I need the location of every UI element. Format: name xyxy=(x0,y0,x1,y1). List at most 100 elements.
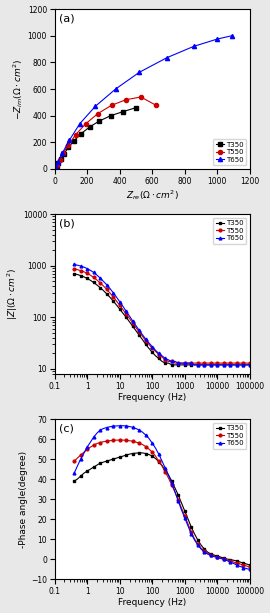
T350 xyxy=(138,449,141,457)
T350 xyxy=(88,123,91,131)
T350 xyxy=(57,159,60,167)
Line: T550: T550 xyxy=(53,95,158,171)
Y-axis label: $|Z|(\Omega\cdot cm^2)$: $|Z|(\Omega\cdot cm^2)$ xyxy=(6,268,20,320)
T550 xyxy=(73,265,76,273)
T650 xyxy=(193,361,196,368)
Line: T350: T350 xyxy=(73,272,251,367)
T350 xyxy=(62,150,66,158)
X-axis label: $Z_{re}(\Omega\cdot cm^2)$: $Z_{re}(\Omega\cdot cm^2)$ xyxy=(126,188,179,202)
T650 xyxy=(105,281,108,289)
T650 xyxy=(138,327,141,334)
T350 xyxy=(134,104,138,112)
T350 xyxy=(138,332,141,339)
T350 xyxy=(109,112,112,120)
T350 xyxy=(232,361,235,368)
T650 xyxy=(61,150,64,157)
T350 xyxy=(232,557,235,564)
T550 xyxy=(92,274,95,281)
Text: (c): (c) xyxy=(59,424,73,434)
T350 xyxy=(53,166,56,173)
T650 xyxy=(248,566,251,573)
T350 xyxy=(105,457,108,465)
Legend: T350, T550, T650: T350, T550, T650 xyxy=(213,422,247,449)
T650 xyxy=(165,54,168,61)
T350 xyxy=(170,361,173,368)
T550 xyxy=(124,96,128,104)
Line: T350: T350 xyxy=(53,105,138,171)
T650 xyxy=(192,43,195,50)
X-axis label: Frequency (Hz): Frequency (Hz) xyxy=(118,394,186,402)
X-axis label: Frequency (Hz): Frequency (Hz) xyxy=(118,598,186,607)
T650 xyxy=(118,422,121,430)
T650 xyxy=(54,163,58,170)
T650 xyxy=(53,166,56,173)
Legend: T350, T550, T650: T350, T550, T650 xyxy=(213,139,247,166)
T350 xyxy=(115,454,118,462)
T650 xyxy=(115,422,118,430)
T550 xyxy=(84,120,87,128)
T650 xyxy=(73,470,76,477)
T550 xyxy=(115,297,118,305)
T650 xyxy=(105,424,108,431)
T650 xyxy=(94,102,97,110)
T550 xyxy=(105,438,108,445)
T350 xyxy=(73,270,76,278)
T550 xyxy=(53,166,56,173)
T350 xyxy=(80,130,83,137)
T350 xyxy=(141,449,144,457)
T350 xyxy=(92,463,95,471)
T650 xyxy=(232,560,235,567)
T350 xyxy=(55,162,58,170)
T350 xyxy=(92,279,95,286)
Line: T650: T650 xyxy=(73,263,251,367)
T550 xyxy=(248,359,251,367)
T550 xyxy=(118,436,121,444)
T650 xyxy=(141,428,144,436)
T550 xyxy=(62,150,65,157)
T650 xyxy=(57,158,60,166)
T350 xyxy=(248,361,251,368)
T550 xyxy=(245,359,248,367)
T550 xyxy=(232,558,235,566)
T650 xyxy=(248,361,251,368)
T550 xyxy=(248,563,251,571)
T350 xyxy=(245,560,248,568)
T650 xyxy=(115,294,118,301)
T350 xyxy=(115,301,118,308)
T350 xyxy=(245,361,248,368)
T550 xyxy=(173,359,177,367)
T350 xyxy=(98,117,101,124)
T550 xyxy=(92,441,95,449)
Line: T550: T550 xyxy=(73,439,251,568)
Line: T650: T650 xyxy=(53,34,234,171)
T550 xyxy=(105,286,108,293)
T350 xyxy=(54,164,57,172)
Text: (a): (a) xyxy=(59,14,74,24)
T550 xyxy=(232,359,235,367)
T550 xyxy=(110,102,113,109)
T650 xyxy=(138,69,141,76)
T650 xyxy=(230,32,234,39)
T550 xyxy=(67,141,70,148)
T550 xyxy=(55,161,59,169)
T550 xyxy=(58,156,61,164)
T550 xyxy=(74,131,77,139)
T350 xyxy=(59,155,62,162)
T650 xyxy=(245,361,248,368)
T550 xyxy=(115,436,118,444)
T550 xyxy=(141,441,144,448)
Y-axis label: $-Z_{im}(\Omega\cdot cm^2)$: $-Z_{im}(\Omega\cdot cm^2)$ xyxy=(11,58,25,120)
T550 xyxy=(96,110,99,117)
T550 xyxy=(245,562,248,569)
Legend: T350, T550, T650: T350, T550, T650 xyxy=(213,218,247,244)
T550 xyxy=(73,457,76,465)
T650 xyxy=(73,261,76,268)
T650 xyxy=(232,361,235,368)
T350 xyxy=(67,143,70,151)
Text: (b): (b) xyxy=(59,219,74,229)
T350 xyxy=(73,137,76,144)
T350 xyxy=(248,562,251,569)
T650 xyxy=(216,36,219,43)
Line: T550: T550 xyxy=(73,267,251,365)
T650 xyxy=(92,433,95,441)
